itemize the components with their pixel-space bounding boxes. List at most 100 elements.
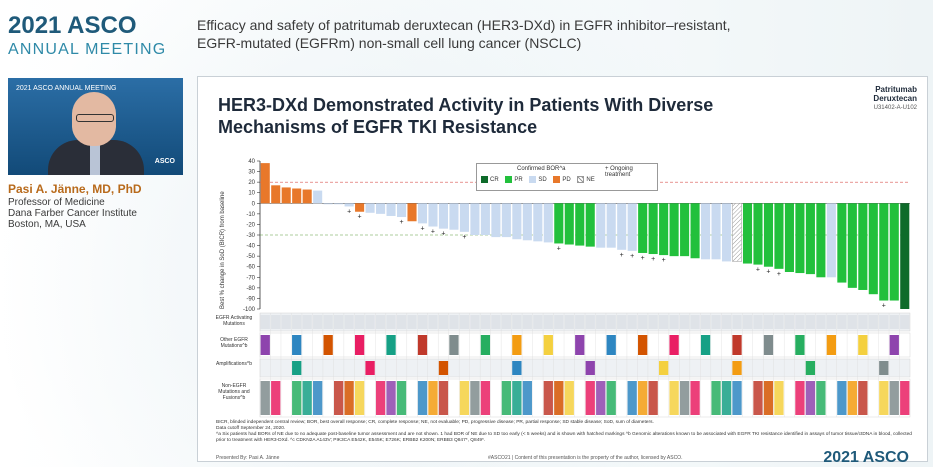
grid-cell-activating: [449, 315, 459, 329]
row-label-activating: EGFR Activating Mutations: [215, 315, 253, 327]
grid-cell-non-egfr: [763, 381, 774, 415]
grid-cell-other-egfr: [638, 335, 648, 355]
grid-cell-other-egfr: [354, 335, 365, 355]
ongoing-marker: +: [620, 252, 624, 259]
grid-cell-activating: [292, 315, 302, 329]
grid-cell-other-egfr: [669, 335, 679, 355]
grid-cell-activating: [533, 315, 543, 329]
legend-swatch-sd: [529, 176, 537, 183]
speaker-name: Pasi A. Jänne, MD, PhD: [8, 182, 142, 196]
grid-cell-activating: [512, 315, 522, 329]
bar: [459, 203, 469, 232]
grid-cell-amplification: [658, 361, 669, 375]
video-logo: 2021 ASCO ANNUAL MEETING: [16, 85, 117, 92]
grid-cell-activating: [260, 315, 270, 329]
grid-cell-activating: [396, 315, 407, 329]
bar: [344, 203, 354, 207]
legend-ongoing: + Ongoing treatment: [605, 166, 633, 178]
bar: [386, 203, 396, 216]
grid-cell-activating: [648, 315, 658, 329]
legend-items: CR PR SD PD NE: [481, 176, 600, 183]
ongoing-marker: +: [662, 257, 666, 264]
y-tick-label: -10: [246, 212, 255, 218]
bar: [585, 203, 595, 247]
grid-cell-non-egfr: [564, 381, 574, 415]
bar: [721, 203, 732, 262]
grid-cell-activating: [669, 315, 679, 329]
grid-cell-non-egfr: [271, 381, 281, 415]
grid-cell-amplification: [365, 361, 375, 375]
grid-cell-activating: [575, 315, 585, 329]
grid-cell-non-egfr: [889, 381, 899, 415]
speaker-glasses: [76, 114, 114, 122]
bar: [271, 185, 281, 204]
slide-code: U31402-A-U102: [873, 105, 917, 111]
legend-item-pd: PD: [553, 176, 571, 183]
footnote-abbreviations: BICR, blinded independent central review…: [216, 420, 654, 425]
legend-item-pr: PR: [505, 176, 523, 183]
hashtag-credit: #ASCO21 | Content of this presentation i…: [488, 455, 683, 461]
grid-cell-non-egfr: [648, 381, 658, 415]
footnote-cutoff: Data cutoff September 24, 2020.: [216, 426, 286, 431]
bar: [376, 203, 386, 214]
grid-cell-other-egfr: [826, 335, 837, 355]
bar: [847, 203, 857, 288]
grid-cell-amplification: [879, 361, 889, 375]
speaker-video[interactable]: 2021 ASCO ANNUAL MEETING ASCO: [8, 78, 183, 175]
grid-cell-non-egfr: [302, 381, 312, 415]
grid-cell-non-egfr: [417, 381, 428, 415]
ongoing-marker: +: [777, 271, 781, 278]
grid-cell-activating: [375, 315, 386, 329]
grid-cell-non-egfr: [606, 381, 616, 415]
grid-cell-activating: [879, 315, 889, 329]
bar: [596, 203, 606, 248]
y-tick-label: -60: [246, 265, 255, 271]
speaker-location: Boston, MA, USA: [8, 219, 86, 230]
legend-item-ne: NE: [577, 176, 595, 183]
y-tick-label: -90: [246, 296, 255, 302]
talk-title: Efficacy and safety of patritumab deruxt…: [197, 16, 917, 52]
legend-swatch-pd: [553, 176, 561, 183]
bar: [627, 203, 637, 251]
grid-cell-other-egfr: [543, 335, 553, 355]
y-tick-label: 0: [252, 201, 256, 207]
row-label-other-egfr: Other EGFR Mutations^b: [220, 337, 248, 349]
grid-cell-non-egfr: [774, 381, 784, 415]
grid-cell-activating: [711, 315, 721, 329]
grid-cell-activating: [742, 315, 753, 329]
y-tick-label: -20: [246, 222, 255, 228]
bar: [313, 190, 323, 204]
y-tick-label: -100: [243, 307, 256, 311]
asco-footer-logo: 2021 ASCO: [823, 449, 909, 466]
grid-cell-activating: [554, 315, 564, 329]
legend-item-sd: SD: [529, 176, 547, 183]
bar: [323, 203, 333, 205]
grid-cell-non-egfr: [480, 381, 491, 415]
grid-cell-activating: [313, 315, 323, 329]
grid-cell-non-egfr: [313, 381, 323, 415]
grid-cell-non-egfr: [354, 381, 365, 415]
grid-cell-activating: [323, 315, 333, 329]
bar: [575, 203, 585, 246]
grid-cell-non-egfr: [753, 381, 763, 415]
bar: [795, 203, 805, 274]
grid-cell-activating: [344, 315, 354, 329]
grid-cell-activating: [480, 315, 491, 329]
grid-cell-activating: [816, 315, 826, 329]
slide-footnotes: BICR, blinded independent central review…: [216, 420, 916, 444]
grid-cell-amplification: [585, 361, 595, 375]
bar: [763, 203, 774, 267]
y-tick-label: -30: [246, 233, 255, 239]
grid-cell-non-egfr: [512, 381, 522, 415]
bar: [438, 203, 449, 229]
bar: [826, 203, 836, 278]
grid-cell-other-egfr: [889, 335, 899, 355]
bar: [669, 203, 679, 257]
grid-cell-non-egfr: [837, 381, 847, 415]
grid-cell-activating: [302, 315, 312, 329]
grid-cell-non-egfr: [501, 381, 512, 415]
bar: [302, 189, 312, 204]
grid-cell-non-egfr: [344, 381, 354, 415]
grid-cell-other-egfr: [323, 335, 333, 355]
grid-cell-activating: [501, 315, 512, 329]
